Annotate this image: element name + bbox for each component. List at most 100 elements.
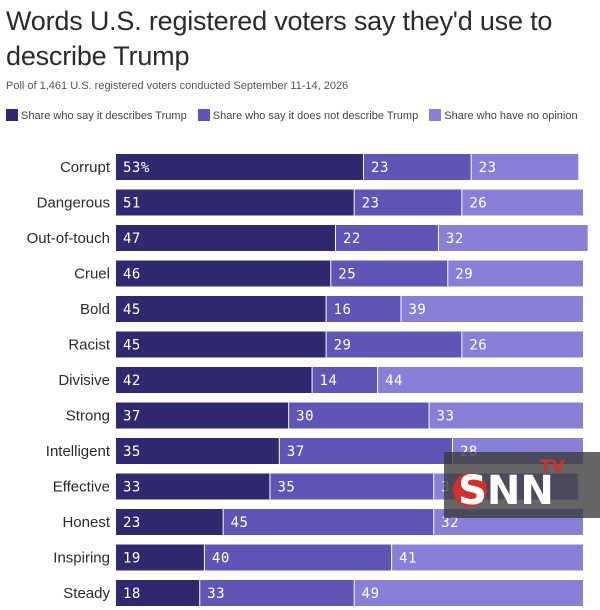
bar-segment-out-of-touch-series-1: [116, 225, 335, 251]
legend-swatch-describes: [6, 109, 18, 121]
category-label-dangerous: Dangerous: [37, 195, 110, 212]
legend-item-describes: Share who say it describes Trump: [6, 109, 190, 122]
bar-segment-divisive-series-3: [378, 367, 583, 393]
data-label-out-of-touch-series-2: 22: [343, 231, 361, 247]
legend: Share who say it describes Trump Share w…: [6, 108, 591, 125]
category-label-cruel: Cruel: [74, 266, 110, 283]
category-label-strong: Strong: [66, 408, 110, 425]
bar-segment-effective-series-1: [116, 473, 270, 500]
bar-segment-honest-series-2: [223, 509, 434, 535]
bar-segment-bold-series-3: [401, 296, 583, 322]
legend-label-describes: Share who say it describes Trump: [21, 110, 187, 122]
data-label-bold-series-3: 39: [408, 302, 426, 318]
category-label-inspiring: Inspiring: [53, 550, 110, 567]
chart-subtitle: Poll of 1,461 U.S. registered voters con…: [6, 80, 349, 92]
category-label-intelligent: Intelligent: [46, 443, 111, 460]
data-label-dangerous-series-1: 51: [123, 196, 141, 212]
category-label-bold: Bold: [80, 301, 110, 318]
bar-segment-bold-series-1: [116, 296, 326, 322]
data-label-dangerous-series-2: 23: [362, 196, 380, 212]
snn-tv-watermark: SNN TV: [444, 452, 600, 518]
data-label-effective-series-1: 33: [123, 480, 141, 496]
category-label-honest: Honest: [62, 514, 110, 531]
data-label-intelligent-series-2: 37: [287, 444, 305, 460]
stacked-bar-chart: Corrupt 53% 23 23 Dangerous 51 23 26 Out-of-touc…: [27, 154, 588, 606]
bar-segment-racist-series-2: [326, 331, 462, 358]
chart-title: Words U.S. registered voters say they'd …: [6, 6, 553, 71]
bar-segment-steady-series-1: [116, 580, 200, 606]
category-label-steady: Steady: [63, 585, 110, 602]
data-label-cruel-series-3: 29: [455, 267, 473, 283]
bar-segment-cruel-series-2: [331, 260, 448, 287]
bar-segment-strong-series-1: [116, 402, 289, 429]
data-label-steady-series-1: 18: [123, 586, 141, 602]
bar-segment-divisive-series-1: [116, 367, 312, 393]
legend-item-not-describes: Share who say it does not describe Trump: [197, 109, 422, 122]
data-label-steady-series-3: 49: [362, 586, 380, 602]
data-label-out-of-touch-series-1: 47: [123, 231, 141, 247]
bar-segment-cruel-series-3: [448, 260, 583, 287]
data-label-strong-series-1: 37: [123, 409, 141, 425]
watermark-text: SNN: [458, 468, 554, 514]
bar-segment-strong-series-3: [429, 402, 583, 429]
watermark-badge: TV: [540, 457, 566, 477]
data-label-strong-series-3: 33: [437, 409, 455, 425]
data-label-bold-series-1: 45: [123, 302, 141, 318]
bar-segment-effective-series-2: [270, 473, 434, 500]
category-label-corrupt: Corrupt: [60, 159, 111, 176]
data-label-honest-series-3: 32: [441, 515, 459, 531]
bar-segment-bold-series-2: [326, 296, 401, 322]
bar-segment-dangerous-series-1: [116, 189, 354, 216]
legend-swatch-not-describes: [197, 109, 210, 121]
bar-segment-corrupt-series-3: [471, 154, 579, 180]
category-label-effective: Effective: [53, 479, 110, 496]
data-label-inspiring-series-1: 19: [123, 551, 141, 567]
bar-segment-racist-series-1: [116, 331, 326, 358]
category-label-divisive: Divisive: [58, 372, 110, 389]
legend-swatch-no-opinion: [429, 109, 442, 121]
data-label-effective-series-2: 35: [277, 480, 295, 496]
legend-label-no-opinion: Share who have no opinion: [444, 110, 578, 122]
data-label-divisive-series-3: 44: [385, 373, 403, 389]
data-label-corrupt-series-2: 23: [371, 160, 389, 176]
bar-segment-intelligent-series-2: [279, 438, 452, 464]
data-label-bold-series-2: 16: [334, 302, 352, 318]
watermark-red-disc: [453, 473, 487, 507]
category-label-out-of-touch: Out-of-touch: [27, 230, 110, 247]
data-label-racist-series-1: 45: [123, 338, 141, 354]
data-label-divisive-series-1: 42: [123, 373, 141, 389]
data-label-out-of-touch-series-3: 32: [446, 231, 464, 247]
data-label-honest-series-1: 23: [123, 515, 141, 531]
data-label-inspiring-series-3: 41: [399, 551, 417, 567]
legend-label-not-describes: Share who say it does not describe Trump: [212, 110, 419, 122]
bar-segment-inspiring-series-2: [204, 544, 392, 571]
bar-segment-corrupt-series-2: [364, 154, 471, 180]
bar-segment-strong-series-2: [289, 402, 429, 429]
bar-segment-dangerous-series-3: [462, 189, 583, 216]
bar-segment-steady-series-3: [354, 580, 583, 606]
legend-item-no-opinion: Share who have no opinion: [429, 109, 578, 122]
data-label-steady-series-2: 33: [207, 586, 225, 602]
data-label-racist-series-2: 29: [334, 338, 352, 354]
data-label-corrupt-series-1: 53%: [123, 160, 150, 176]
bar-segment-honest-series-1: [116, 509, 223, 535]
data-label-cruel-series-1: 46: [123, 267, 141, 283]
data-label-cruel-series-2: 25: [338, 267, 356, 283]
bar-segment-inspiring-series-3: [392, 544, 583, 571]
bar-segment-dangerous-series-2: [354, 189, 462, 216]
bar-segment-out-of-touch-series-3: [438, 225, 588, 251]
bar-segment-out-of-touch-series-2: [335, 225, 438, 251]
bar-segment-steady-series-2: [200, 580, 354, 606]
category-label-racist: Racist: [68, 337, 111, 354]
data-label-honest-series-2: 45: [231, 515, 249, 531]
data-label-corrupt-series-3: 23: [479, 160, 497, 176]
data-label-divisive-series-2: 14: [320, 373, 338, 389]
data-label-inspiring-series-2: 40: [212, 551, 230, 567]
bar-segment-cruel-series-1: [116, 260, 331, 287]
data-label-dangerous-series-3: 26: [469, 196, 487, 212]
bar-segment-corrupt-series-1: [116, 154, 364, 180]
bar-segment-inspiring-series-1: [116, 544, 204, 571]
data-label-strong-series-2: 30: [296, 409, 314, 425]
bar-segment-intelligent-series-1: [116, 438, 279, 464]
bar-segment-racist-series-3: [462, 331, 583, 358]
